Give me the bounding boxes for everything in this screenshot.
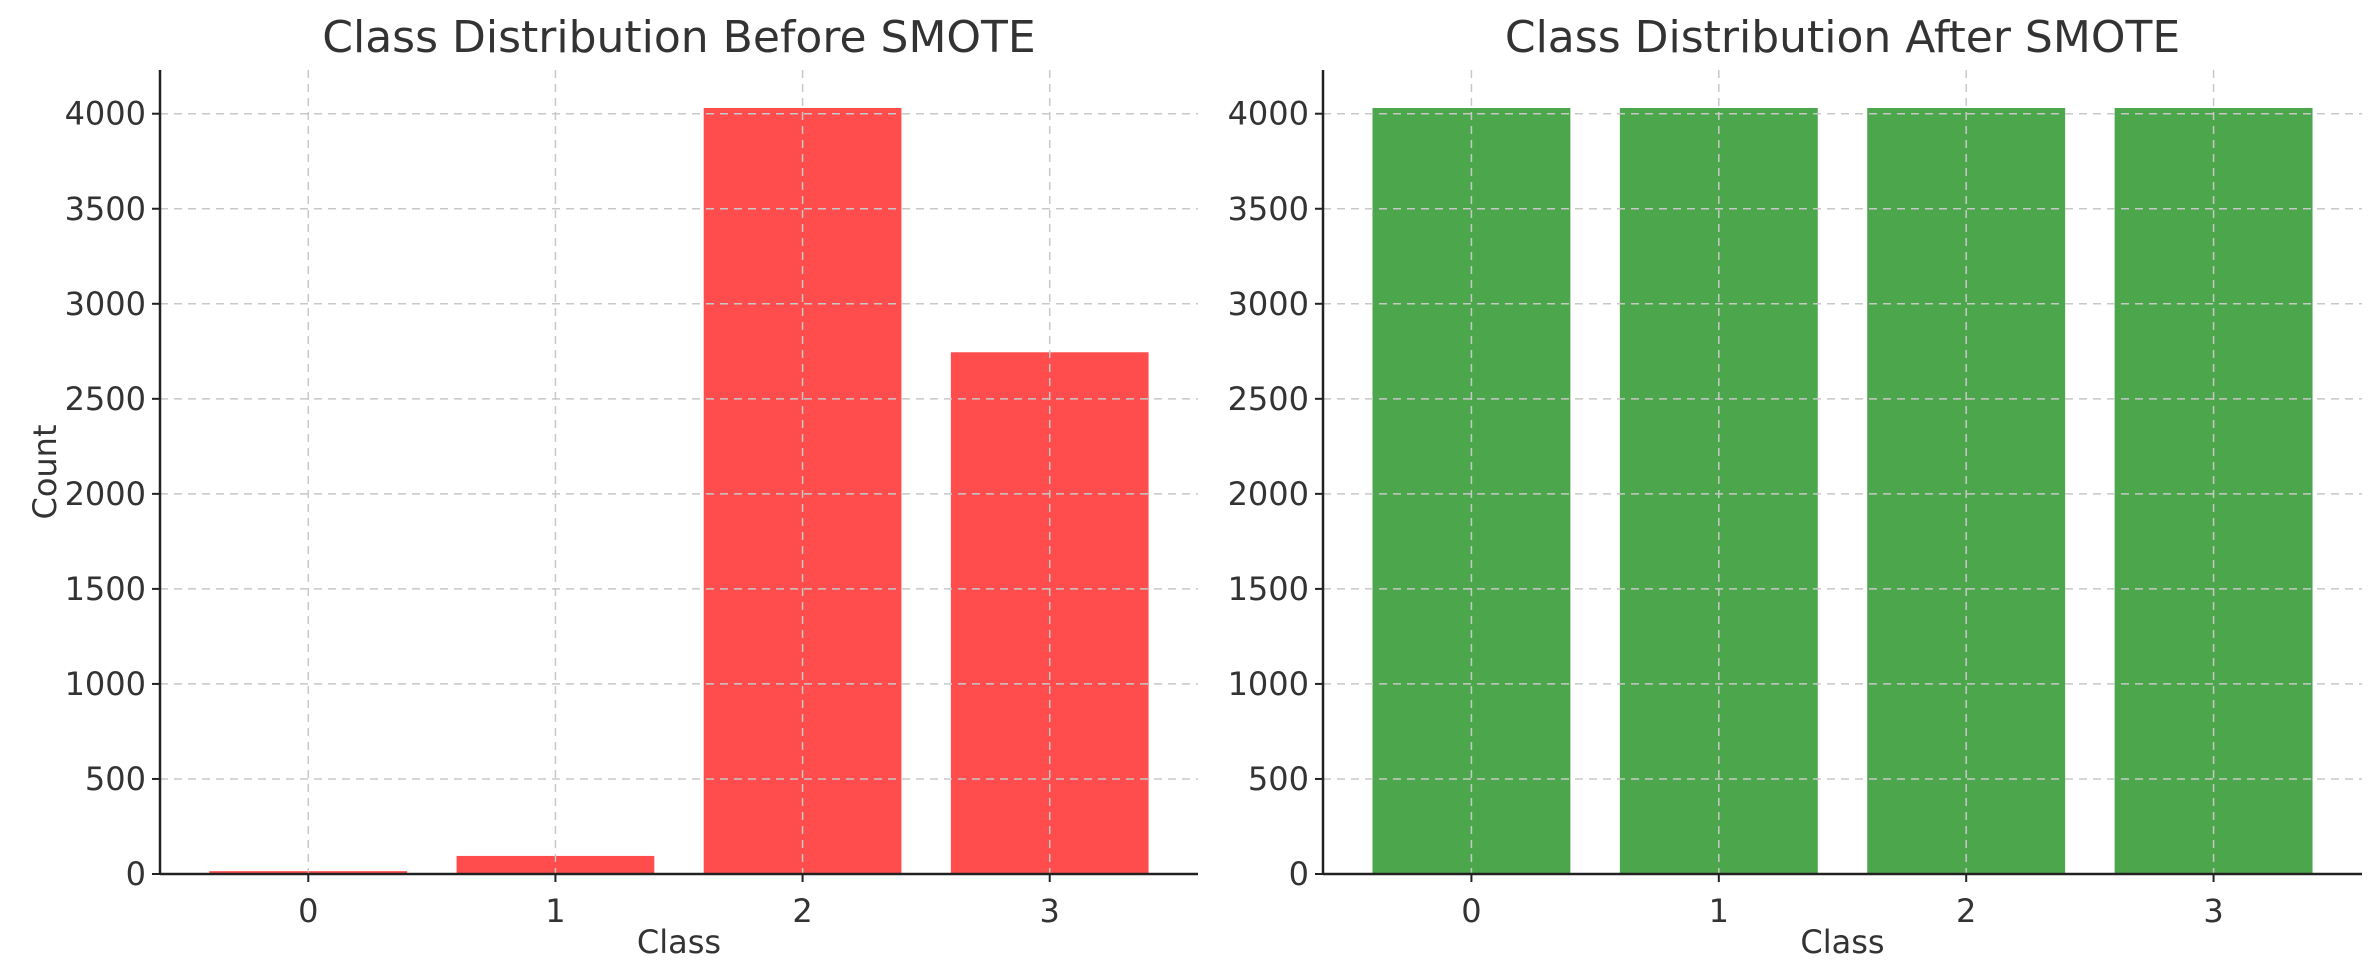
y-tick-label: 4000	[65, 95, 146, 133]
y-tick-label: 3500	[65, 190, 146, 228]
x-tick-label: 1	[545, 892, 565, 930]
y-tick-label: 2500	[1228, 380, 1309, 418]
y-tick-label: 3500	[1228, 190, 1309, 228]
y-tick-label: 2000	[1228, 475, 1309, 513]
x-axis-label: Class	[1800, 923, 1884, 961]
y-tick-label: 2000	[65, 475, 146, 513]
x-tick-label: 1	[1709, 892, 1729, 930]
y-tick-label: 0	[1289, 855, 1309, 893]
y-tick-label: 500	[85, 760, 146, 798]
y-tick-label: 500	[1248, 760, 1309, 798]
x-tick-label: 3	[1040, 892, 1060, 930]
bars	[209, 108, 1148, 874]
y-tick-label: 4000	[1228, 95, 1309, 133]
chart-before-smote: Class Distribution Before SMOTE 0 500 1000…	[26, 12, 1198, 961]
y-tick-labels: 0 500 1000 1500 2000 2500 3000 3500 4000	[1228, 95, 1309, 893]
x-tick-label: 2	[792, 892, 812, 930]
y-tick-labels: 0 500 1000 1500 2000 2500 3000 3500 4000	[65, 95, 146, 893]
y-axis-label: Count	[26, 424, 64, 519]
x-tick-label: 3	[2203, 892, 2223, 930]
x-tick-label: 2	[1956, 892, 1976, 930]
bar-class-3	[951, 352, 1149, 874]
y-tick-label: 1000	[65, 665, 146, 703]
y-tick-label: 2500	[65, 380, 146, 418]
y-tick-label: 0	[126, 855, 146, 893]
x-tick-label: 0	[298, 892, 318, 930]
x-axis-label: Class	[637, 923, 721, 961]
y-tick-label: 1500	[1228, 570, 1309, 608]
bars	[1372, 108, 2312, 874]
chart-title: Class Distribution Before SMOTE	[322, 12, 1035, 63]
chart-after-smote: Class Distribution After SMOTE 0 500 1000 1…	[1228, 12, 2362, 961]
y-tick-label: 3000	[65, 285, 146, 323]
y-tick-label: 1500	[65, 570, 146, 608]
y-tick-label: 3000	[1228, 285, 1309, 323]
y-tick-label: 1000	[1228, 665, 1309, 703]
chart-title: Class Distribution After SMOTE	[1505, 12, 2180, 63]
x-tick-label: 0	[1461, 892, 1481, 930]
